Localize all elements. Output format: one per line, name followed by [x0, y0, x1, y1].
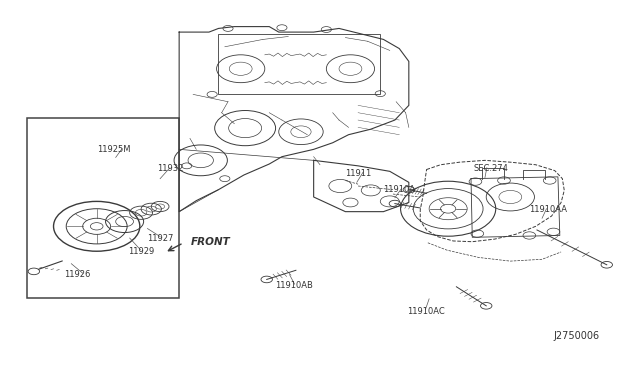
Text: 11910AA: 11910AA: [529, 205, 568, 214]
Bar: [218, 34, 380, 94]
Text: 11925M: 11925M: [97, 145, 130, 154]
Text: 11926: 11926: [64, 270, 90, 279]
Text: 11932: 11932: [157, 164, 183, 173]
Text: 11929: 11929: [128, 247, 154, 256]
Text: 11910A: 11910A: [383, 185, 415, 194]
Bar: [27, 118, 179, 298]
Text: J2750006: J2750006: [554, 330, 600, 340]
Text: SEC.274: SEC.274: [474, 164, 508, 173]
Text: 11910AC: 11910AC: [408, 307, 445, 316]
Text: 11911: 11911: [346, 169, 372, 178]
Text: FRONT: FRONT: [191, 237, 230, 247]
Text: 11910AB: 11910AB: [276, 281, 314, 290]
Text: 11927: 11927: [147, 234, 174, 243]
